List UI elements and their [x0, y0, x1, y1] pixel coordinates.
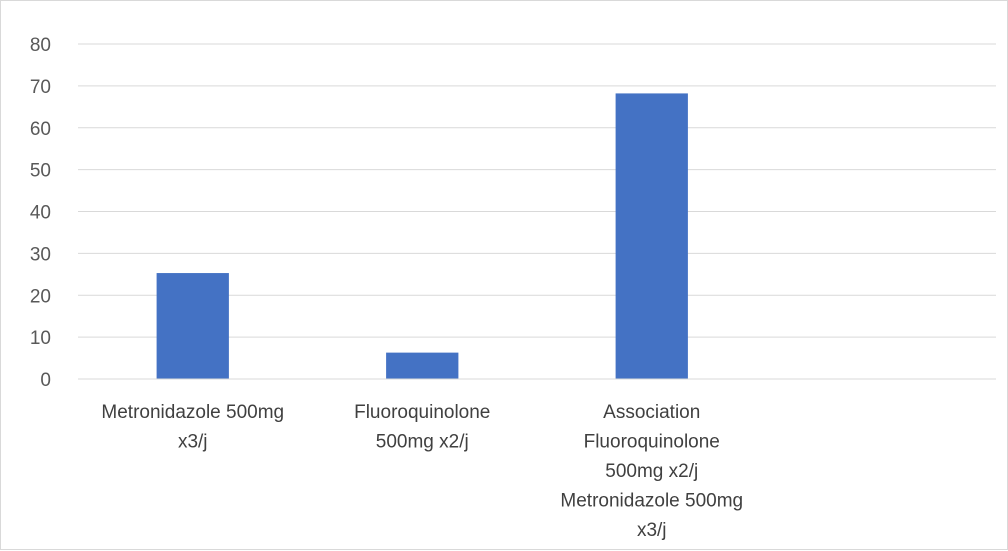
bar-2	[615, 93, 688, 379]
y-tick-label-0: 0	[40, 370, 51, 391]
y-axis-tick-labels: 0 10 20 30 40 50 60 70 80	[30, 35, 51, 391]
x-category-label-line: 500mg x2/j	[605, 461, 698, 482]
x-category-label-line: x3/j	[637, 520, 667, 541]
y-tick-label-70: 70	[30, 77, 51, 98]
x-category-label-line: 500mg x2/j	[376, 432, 469, 453]
x-category-label-2: Association Fluoroquinolone 500mg x2/j Metr…	[560, 402, 743, 541]
bar-1	[386, 352, 459, 379]
y-tick-label-20: 20	[30, 286, 51, 307]
y-tick-label-60: 60	[30, 119, 51, 140]
x-category-label-line: Association	[603, 402, 700, 423]
bar-0	[156, 273, 229, 379]
x-category-label-line: Metronidazole 500mg	[101, 402, 284, 423]
x-category-label-0: Metronidazole 500mg x3/j	[101, 402, 284, 453]
x-category-label-line: Fluoroquinolone	[354, 402, 490, 423]
bars	[156, 93, 688, 379]
y-tick-label-80: 80	[30, 35, 51, 56]
x-category-label-line: Fluoroquinolone	[584, 432, 720, 453]
gridlines	[78, 43, 996, 338]
y-tick-label-10: 10	[30, 328, 51, 349]
y-tick-label-40: 40	[30, 203, 51, 224]
y-tick-label-30: 30	[30, 244, 51, 265]
x-category-label-line: x3/j	[178, 432, 208, 453]
y-tick-label-50: 50	[30, 161, 51, 182]
x-axis-category-labels: Metronidazole 500mg x3/j Fluoroquinolone 50…	[101, 402, 743, 541]
x-category-label-line: Metronidazole 500mg	[560, 491, 743, 512]
x-category-label-1: Fluoroquinolone 500mg x2/j	[354, 402, 490, 453]
